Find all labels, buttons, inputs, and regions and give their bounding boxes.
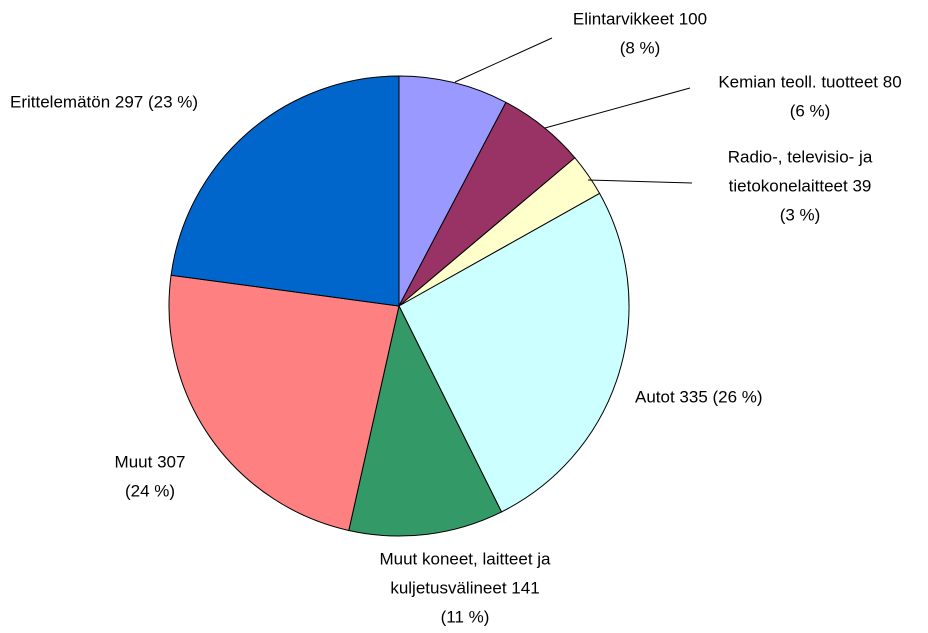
pie-slice	[348, 304, 503, 537]
slice-label: Muut 307	[115, 452, 186, 471]
slice-label: Erittelemätön 297 (23 %)	[10, 92, 198, 111]
leader-line	[454, 37, 553, 83]
slice-label: (8 %)	[620, 38, 661, 57]
slice-label: Muut koneet, laitteet ja	[379, 549, 551, 568]
slice-label: (6 %)	[790, 101, 831, 120]
leader-line	[587, 179, 693, 184]
slice-label: (24 %)	[125, 481, 175, 500]
slice-label: (3 %)	[780, 205, 821, 224]
pie-slice	[168, 274, 400, 532]
pie-slice	[398, 75, 507, 307]
slice-label: Radio-, televisio- ja	[728, 147, 873, 166]
slice-label: tietokonelaitteet 39	[729, 176, 872, 195]
slice-label: Kemian teoll. tuotteet 80	[718, 72, 901, 91]
slice-label: Autot 335 (26 %)	[635, 387, 763, 406]
pie-slice	[398, 192, 630, 513]
slice-label: Elintarvikkeet 100	[573, 9, 707, 28]
slice-label: (11 %)	[441, 607, 490, 626]
leader-line	[544, 87, 691, 129]
pie-slice	[170, 75, 400, 307]
slice-label: kuljetusvälineet 141	[390, 578, 539, 597]
